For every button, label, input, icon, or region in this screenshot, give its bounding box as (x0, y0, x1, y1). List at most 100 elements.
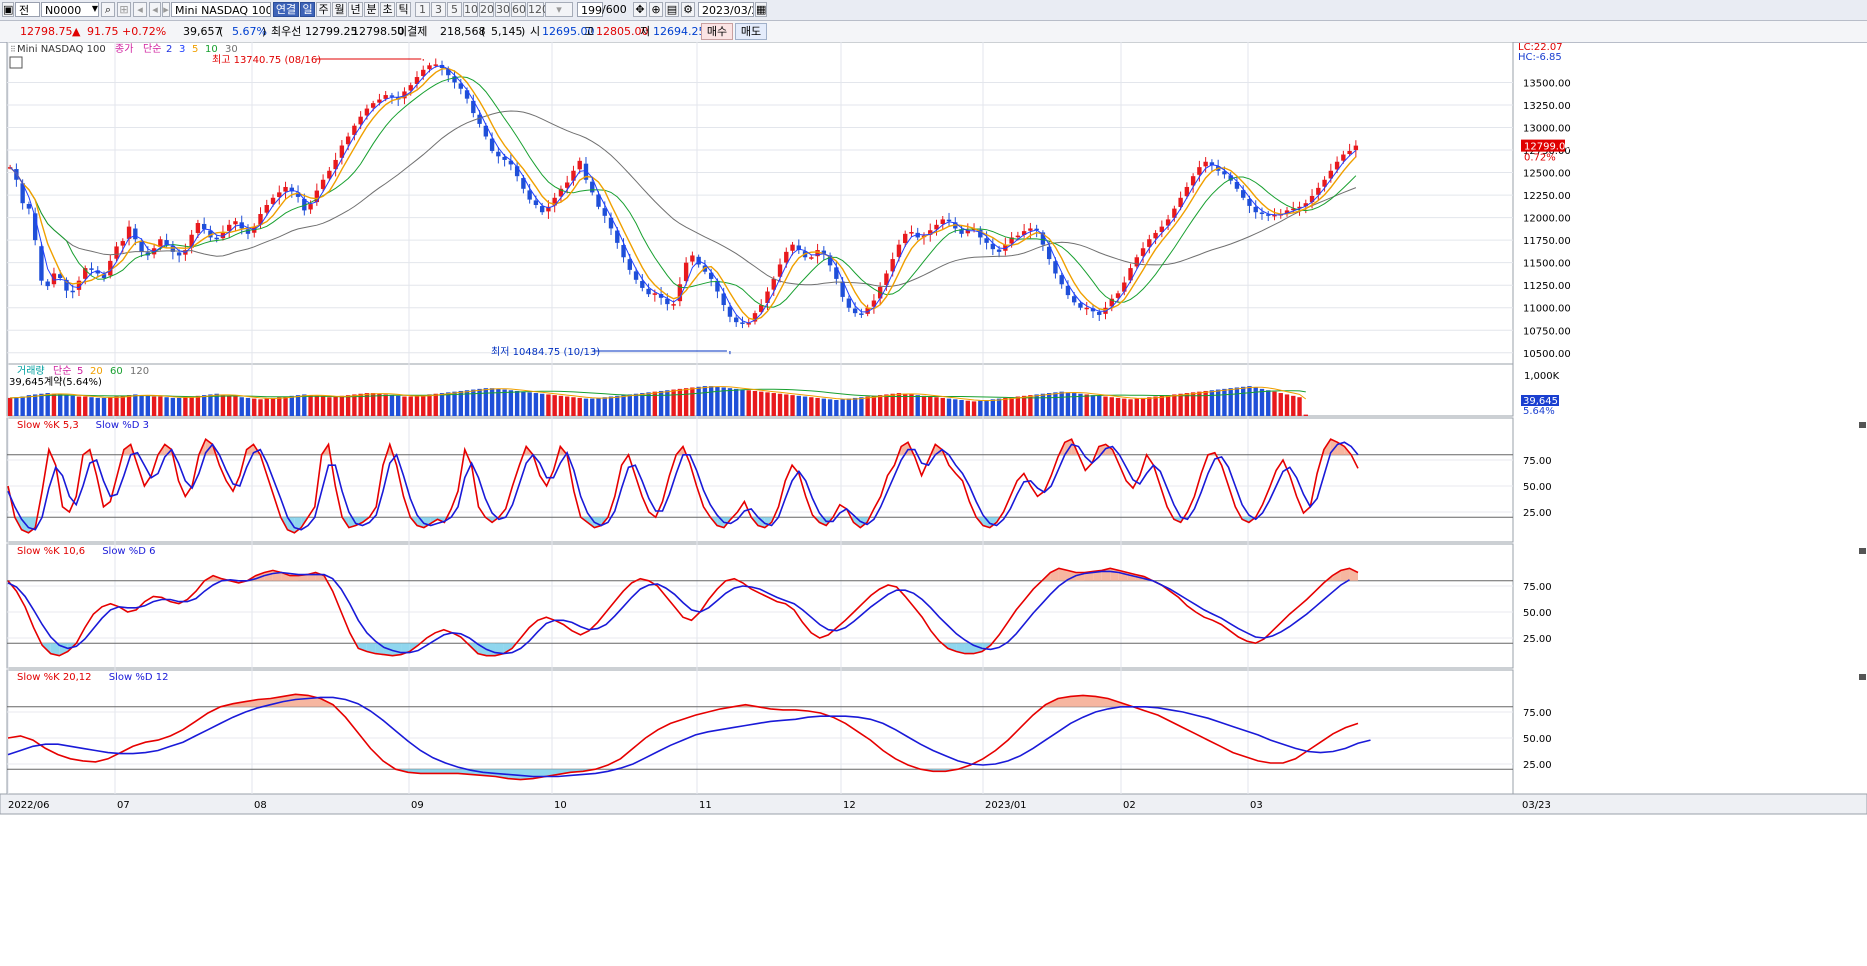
ma10-line (9, 76, 1357, 308)
candle-body (314, 190, 320, 203)
interval-dropdown[interactable]: ▾ (545, 2, 573, 17)
volume-bar (1266, 390, 1271, 416)
chevron-down-icon[interactable]: ▼ (91, 4, 99, 13)
period-1[interactable]: 주 (316, 2, 331, 17)
candle-body (352, 125, 357, 135)
volume-bar (289, 395, 294, 416)
candle-body (552, 197, 557, 206)
volume-bar (527, 392, 532, 416)
volume-bar (39, 393, 44, 416)
interval-10[interactable]: 10 (463, 2, 478, 17)
stoch1-oversold-area (417, 517, 424, 528)
volume-bar (377, 393, 382, 416)
chart-area[interactable]: 2022/06 07 08 09 10 11 12 2023/01 02 03 03/23 13500… (0, 42, 1867, 966)
stoch1-overbought-area (935, 444, 943, 455)
period-6[interactable]: 틱 (396, 2, 411, 17)
date-input[interactable]: 2023/03/23 (698, 2, 754, 17)
stoch3-overbought-area (1058, 696, 1071, 707)
period-5[interactable]: 초 (380, 2, 395, 17)
volume-bar (921, 395, 927, 416)
price-tick-label: 12000.00 (1523, 214, 1571, 225)
interval-30[interactable]: 30 (495, 2, 510, 17)
low-label: 저 (640, 25, 651, 38)
candle-body (389, 95, 395, 97)
save-icon[interactable]: ▤ (665, 2, 679, 17)
volume-bar (270, 397, 276, 416)
grid-icon[interactable]: ⊞ (117, 2, 131, 17)
volume-bar (746, 390, 751, 416)
volume-bar (345, 395, 351, 416)
volume-bar (1278, 393, 1283, 416)
volume: 39,657 (183, 25, 222, 38)
volume-bar (176, 397, 182, 416)
mode-select[interactable]: 전 (15, 2, 40, 17)
volume-last-box (1521, 395, 1559, 406)
period-4[interactable]: 분 (364, 2, 379, 17)
volume-bar (45, 393, 50, 416)
period-0[interactable]: 일 (300, 2, 315, 17)
buy-button[interactable]: 매수 (701, 23, 733, 40)
volume-bar (433, 393, 438, 416)
arrow-right-icon[interactable]: ▸ (162, 2, 170, 17)
interval-1[interactable]: 1 (415, 2, 430, 17)
candle-body (715, 280, 720, 292)
open-label: 시 (530, 25, 541, 38)
volume-bar (383, 394, 388, 416)
volume-bar (959, 400, 964, 416)
volume-bar (765, 392, 770, 416)
volume-ma5-line (10, 386, 1307, 402)
interval-3[interactable]: 3 (431, 2, 446, 17)
volume-bar (158, 396, 163, 416)
candle-body (1059, 275, 1064, 285)
candle-body (928, 230, 933, 235)
candle-body (471, 100, 476, 114)
stoch1-oversold-area (410, 517, 418, 526)
volume-bar (552, 395, 557, 416)
period-2[interactable]: 월 (332, 2, 347, 17)
interval-20[interactable]: 20 (479, 2, 494, 17)
ma30-line (9, 110, 1357, 288)
gear-icon[interactable]: ⚙ (681, 2, 695, 17)
volume-bar (1053, 392, 1058, 416)
volume-bar (546, 394, 551, 416)
zoom-icon[interactable]: ⊕ (649, 2, 663, 17)
search-icon[interactable]: ⌕ (101, 2, 115, 17)
candle-body (264, 205, 269, 213)
x-tick-label: 09 (411, 800, 424, 811)
arrow-left-icon[interactable]: ◂ (149, 2, 161, 17)
candle-body (39, 246, 44, 281)
candle-body (1153, 232, 1158, 239)
count-input[interactable]: 199 (577, 2, 603, 17)
volume-bar (58, 394, 63, 416)
x-tick-label: 12 (843, 800, 856, 811)
volume-bar (101, 397, 107, 416)
volume-bar (1234, 387, 1240, 416)
candle-body (740, 322, 745, 324)
code-input[interactable]: N0000 (41, 2, 99, 17)
volume-bar (1115, 397, 1121, 416)
sell-button[interactable]: 매도 (735, 23, 767, 40)
interval-60[interactable]: 60 (511, 2, 526, 17)
volume-bar (683, 388, 689, 416)
candle-body (834, 267, 839, 279)
panel-grip-icon: ⠿ (10, 45, 16, 54)
speaker-icon[interactable]: ◂ (133, 2, 147, 17)
calendar-icon[interactable]: ▦ (755, 2, 767, 17)
period-3[interactable]: 년 (348, 2, 363, 17)
interval-5[interactable]: 5 (447, 2, 462, 17)
crosshair-icon[interactable]: ✥ (633, 2, 647, 17)
interval-120[interactable]: 120 (527, 2, 549, 17)
candle-body (527, 190, 532, 200)
price: 12798.75 (20, 25, 73, 38)
candle-body (170, 245, 176, 252)
candle-body (1322, 179, 1327, 187)
candle-body (483, 125, 489, 137)
volume-bar (370, 393, 376, 416)
window-icon[interactable]: ▣ (2, 2, 14, 17)
candle-body (978, 229, 983, 238)
stoch1-overbought-area (1105, 444, 1113, 455)
volume-bar (14, 397, 19, 416)
volume-bar (852, 397, 858, 416)
link-button[interactable]: 연결 (273, 2, 299, 17)
candle-body (596, 194, 601, 207)
